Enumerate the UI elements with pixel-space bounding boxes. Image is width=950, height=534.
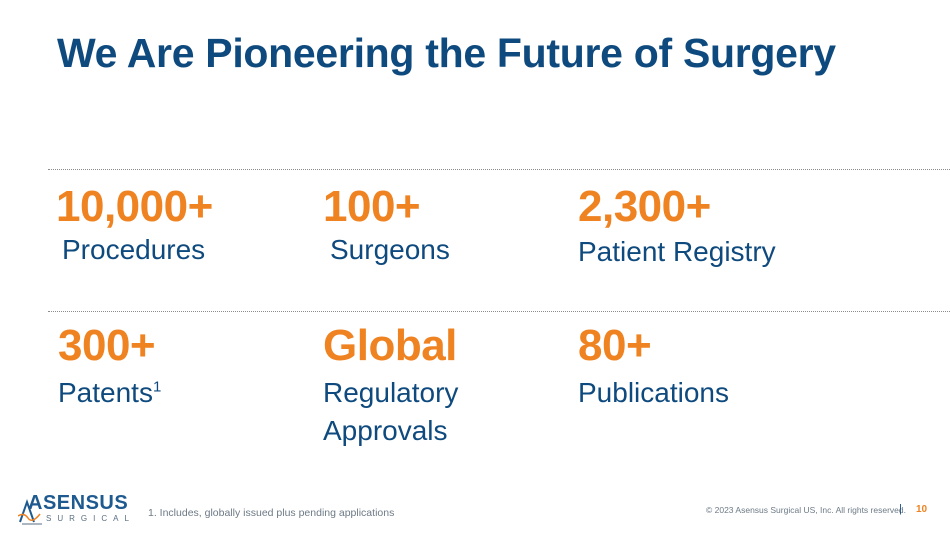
stat-label: Surgeons: [330, 234, 450, 265]
logo-name: ASENSUS: [28, 492, 129, 514]
footer-separator: |: [899, 503, 902, 515]
copyright-notice: © 2023 Asensus Surgical US, Inc. All rig…: [706, 505, 906, 515]
stat-patient-registry: 2,300+ Patient Registry: [578, 183, 776, 271]
slide-title: We Are Pioneering the Future of Surgery: [57, 30, 836, 76]
stat-label: Procedures: [62, 234, 206, 265]
divider-middle: [48, 311, 950, 312]
stat-value: 10,000+: [56, 182, 213, 231]
stat-value: 300+: [58, 321, 156, 370]
stat-label-line2: Approvals: [323, 415, 448, 446]
footnote: 1. Includes, globally issued plus pendin…: [148, 507, 395, 519]
divider-top: [48, 169, 950, 170]
stat-value: Global: [323, 321, 457, 370]
footnote-marker: 1: [152, 378, 162, 396]
stat-publications: 80+ Publications: [578, 322, 729, 412]
asensus-logo: ASENSUS SURGICAL: [18, 492, 129, 528]
stat-surgeons: 100+ Surgeons: [323, 183, 450, 269]
stat-regulatory-approvals: Global Regulatory Approvals: [323, 322, 458, 450]
page-number: 10: [916, 504, 928, 515]
stat-value: 2,300+: [578, 182, 711, 231]
logo-subtitle: SURGICAL: [46, 514, 135, 523]
stat-procedures: 10,000+ Procedures: [56, 183, 213, 269]
stat-label: Patents1: [58, 377, 162, 408]
logo-mark-icon: [18, 498, 42, 525]
stat-patents: 300+ Patents1: [58, 322, 161, 412]
stat-value: 100+: [323, 182, 421, 231]
stat-label: Patient Registry: [578, 236, 776, 267]
stat-value: 80+: [578, 321, 652, 370]
stat-label-line1: Regulatory: [323, 377, 459, 408]
stat-label: Publications: [578, 377, 729, 408]
